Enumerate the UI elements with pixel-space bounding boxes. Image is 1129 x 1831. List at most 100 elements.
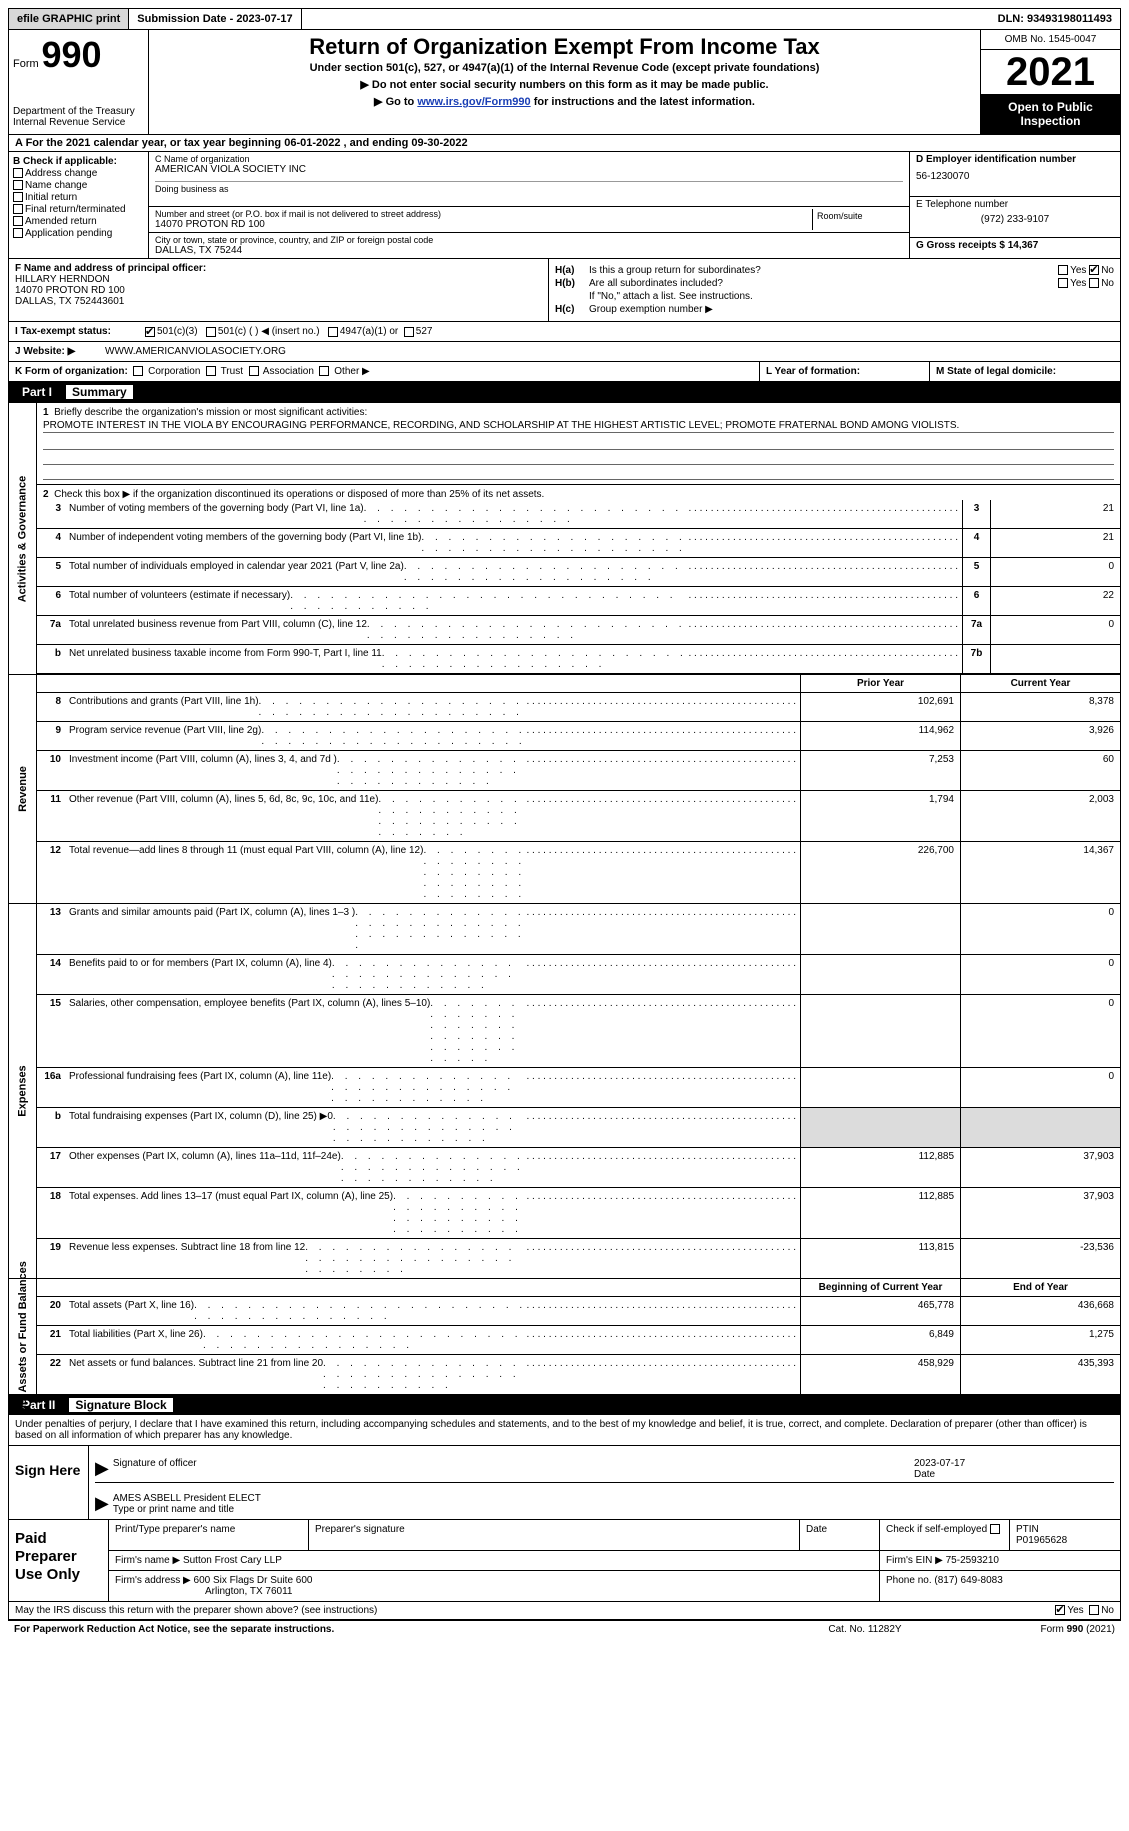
begin-year-hdr: Beginning of Current Year xyxy=(800,1279,960,1296)
chk-discuss-no[interactable] xyxy=(1089,1605,1099,1615)
mission-text: PROMOTE INTEREST IN THE VIOLA BY ENCOURA… xyxy=(43,420,1114,433)
form-number: 990 xyxy=(41,34,101,75)
chk-ha-no[interactable] xyxy=(1089,265,1099,275)
irs-discuss-row: May the IRS discuss this return with the… xyxy=(8,1602,1121,1620)
fin-row: 18Total expenses. Add lines 13–17 (must … xyxy=(37,1188,1120,1239)
org-name: AMERICAN VIOLA SOCIETY INC xyxy=(155,164,903,175)
year-formation: L Year of formation: xyxy=(760,362,930,381)
chk-other[interactable] xyxy=(319,366,329,376)
chk-ha-yes[interactable] xyxy=(1058,265,1068,275)
form-note-link: ▶ Go to www.irs.gov/Form990 for instruct… xyxy=(157,95,972,108)
signature-arrow-icon: ▶ xyxy=(95,1458,109,1480)
efile-print-button[interactable]: efile GRAPHIC print xyxy=(9,9,129,29)
fin-row: 11Other revenue (Part VIII, column (A), … xyxy=(37,791,1120,842)
chk-amended-return[interactable] xyxy=(13,216,23,226)
fin-row: 14Benefits paid to or for members (Part … xyxy=(37,955,1120,995)
principal-officer: F Name and address of principal officer:… xyxy=(9,259,549,321)
col-d-ein: D Employer identification number 56-1230… xyxy=(910,152,1120,258)
summary-row: 7aTotal unrelated business revenue from … xyxy=(37,616,1120,645)
fin-row: 20Total assets (Part X, line 16)465,7784… xyxy=(37,1297,1120,1326)
perjury-statement: Under penalties of perjury, I declare th… xyxy=(8,1415,1121,1446)
chk-4947[interactable] xyxy=(328,327,338,337)
website-url: WWW.AMERICANVIOLASOCIETY.ORG xyxy=(105,346,286,357)
sign-date: 2023-07-17 xyxy=(914,1458,965,1469)
fin-row: 21Total liabilities (Part X, line 26)6,8… xyxy=(37,1326,1120,1355)
chk-discuss-yes[interactable] xyxy=(1055,1605,1065,1615)
chk-hb-no[interactable] xyxy=(1089,278,1099,288)
gross-receipts: G Gross receipts $ 14,367 xyxy=(916,240,1114,251)
summary-row: 6Total number of volunteers (estimate if… xyxy=(37,587,1120,616)
form-label: Form xyxy=(13,58,39,70)
chk-hb-yes[interactable] xyxy=(1058,278,1068,288)
chk-501c[interactable] xyxy=(206,327,216,337)
fin-row: 22Net assets or fund balances. Subtract … xyxy=(37,1355,1120,1394)
part2-header: Part II Signature Block xyxy=(8,1395,1121,1415)
chk-initial-return[interactable] xyxy=(13,192,23,202)
fin-row: 8Contributions and grants (Part VIII, li… xyxy=(37,693,1120,722)
sign-here-label: Sign Here xyxy=(9,1446,89,1519)
dept-treasury: Department of the Treasury Internal Reve… xyxy=(13,106,144,128)
form-subtitle: Under section 501(c), 527, or 4947(a)(1)… xyxy=(157,62,972,74)
tax-exempt-status: I Tax-exempt status: 501(c)(3) 501(c) ( … xyxy=(8,322,1121,342)
fin-row: 19Revenue less expenses. Subtract line 1… xyxy=(37,1239,1120,1278)
chk-name-change[interactable] xyxy=(13,180,23,190)
chk-527[interactable] xyxy=(404,327,414,337)
irs-link[interactable]: www.irs.gov/Form990 xyxy=(417,96,530,108)
firm-phone: (817) 649-8083 xyxy=(934,1575,1002,1586)
fin-row: 17Other expenses (Part IX, column (A), l… xyxy=(37,1148,1120,1188)
dln: DLN: 93493198011493 xyxy=(990,9,1120,29)
omb-number: OMB No. 1545-0047 xyxy=(981,30,1120,50)
vlabel-netassets: Net Assets or Fund Balances xyxy=(9,1279,37,1394)
summary-row: 3Number of voting members of the governi… xyxy=(37,500,1120,529)
ptin: P01965628 xyxy=(1016,1535,1067,1546)
form-note-ssn: ▶ Do not enter social security numbers o… xyxy=(157,78,972,91)
form-header: Form 990 Department of the Treasury Inte… xyxy=(8,30,1121,135)
officer-signature-label: Signature of officer xyxy=(113,1458,197,1469)
name-arrow-icon: ▶ xyxy=(95,1493,109,1515)
room-suite-label: Room/suite xyxy=(813,209,903,230)
vlabel-revenue: Revenue xyxy=(9,675,37,903)
part1-header: Part I Summary xyxy=(8,382,1121,402)
summary-row: 5Total number of individuals employed in… xyxy=(37,558,1120,587)
fin-row: 10Investment income (Part VIII, column (… xyxy=(37,751,1120,791)
chk-self-employed[interactable] xyxy=(990,1524,1000,1534)
chk-final-return[interactable] xyxy=(13,204,23,214)
chk-501c3[interactable] xyxy=(145,327,155,337)
tax-year: 2021 xyxy=(981,50,1120,94)
vlabel-expenses: Expenses xyxy=(9,904,37,1278)
col-c-org-info: C Name of organization AMERICAN VIOLA SO… xyxy=(149,152,910,258)
chk-trust[interactable] xyxy=(206,366,216,376)
col-b-checkboxes: B Check if applicable: Address change Na… xyxy=(9,152,149,258)
prior-year-hdr: Prior Year xyxy=(800,675,960,692)
fin-row: 13Grants and similar amounts paid (Part … xyxy=(37,904,1120,955)
org-address: 14070 PROTON RD 100 xyxy=(155,219,812,230)
fin-row: 9Program service revenue (Part VIII, lin… xyxy=(37,722,1120,751)
summary-row: bNet unrelated business taxable income f… xyxy=(37,645,1120,674)
chk-assoc[interactable] xyxy=(249,366,259,376)
open-inspection: Open to Public Inspection xyxy=(981,94,1120,134)
form-of-org: K Form of organization: Corporation Trus… xyxy=(9,362,760,381)
ein-value: 56-1230070 xyxy=(916,171,1114,182)
telephone: (972) 233-9107 xyxy=(916,214,1114,225)
chk-corp[interactable] xyxy=(133,366,143,376)
vlabel-activities: Activities & Governance xyxy=(9,403,37,674)
topbar: efile GRAPHIC print Submission Date - 20… xyxy=(8,8,1121,30)
group-return: H(a) Is this a group return for subordin… xyxy=(549,259,1120,321)
summary-row: 4Number of independent voting members of… xyxy=(37,529,1120,558)
page-footer: For Paperwork Reduction Act Notice, see … xyxy=(8,1620,1121,1638)
chk-address-change[interactable] xyxy=(13,168,23,178)
officer-name: AMES ASBELL President ELECT xyxy=(113,1493,261,1504)
submission-date: Submission Date - 2023-07-17 xyxy=(129,9,301,29)
chk-application-pending[interactable] xyxy=(13,228,23,238)
fin-row: bTotal fundraising expenses (Part IX, co… xyxy=(37,1108,1120,1148)
website-row: J Website: ▶ WWW.AMERICANVIOLASOCIETY.OR… xyxy=(8,342,1121,362)
firm-name: Sutton Frost Cary LLP xyxy=(183,1555,282,1566)
state-domicile: M State of legal domicile: xyxy=(930,362,1120,381)
fin-row: 12Total revenue—add lines 8 through 11 (… xyxy=(37,842,1120,903)
firm-ein: 75-2593210 xyxy=(946,1555,999,1566)
current-year-hdr: Current Year xyxy=(960,675,1120,692)
paid-preparer-label: Paid Preparer Use Only xyxy=(9,1520,109,1601)
form-title: Return of Organization Exempt From Incom… xyxy=(157,34,972,60)
fin-row: 16aProfessional fundraising fees (Part I… xyxy=(37,1068,1120,1108)
row-a-tax-year: A For the 2021 calendar year, or tax yea… xyxy=(8,135,1121,152)
